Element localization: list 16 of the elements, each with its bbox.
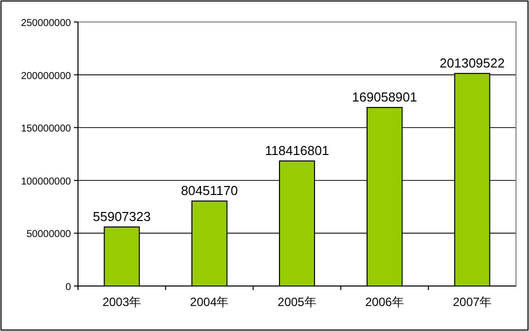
data-label: 169058901 <box>352 89 418 104</box>
y-tick-label: 200000000 <box>20 70 72 82</box>
y-tick-label: 0 <box>65 282 72 293</box>
x-tick-label: 2003年 <box>102 295 142 309</box>
data-label: 201309522 <box>440 55 505 70</box>
x-tick-label: 2006年 <box>365 295 404 309</box>
y-tick-label: 50000000 <box>26 229 72 240</box>
x-tick-label: 2005年 <box>278 295 316 309</box>
y-tick-label: 150000000 <box>20 124 72 135</box>
x-tick-label: 2004年 <box>190 295 229 309</box>
data-label: 118416801 <box>264 142 330 158</box>
x-tick-label: 2007年 <box>452 295 492 309</box>
data-label: 80451170 <box>180 183 238 198</box>
y-tick-label: 250000000 <box>20 18 72 29</box>
y-tick-label: 100000000 <box>20 176 72 188</box>
data-label: 55907323 <box>92 208 151 224</box>
